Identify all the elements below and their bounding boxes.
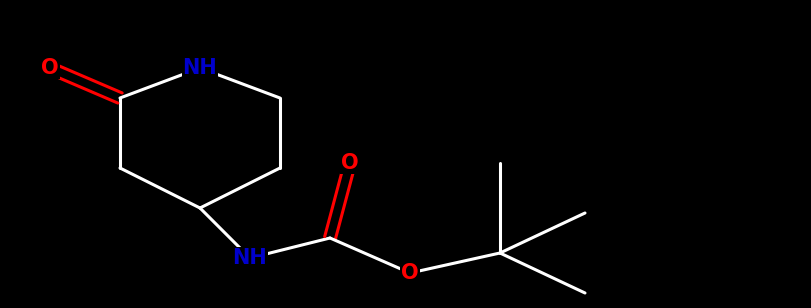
Text: O: O — [401, 263, 418, 283]
Text: O: O — [41, 58, 58, 78]
Text: NH: NH — [182, 58, 217, 78]
Text: NH: NH — [232, 248, 267, 268]
Text: O: O — [341, 153, 358, 173]
